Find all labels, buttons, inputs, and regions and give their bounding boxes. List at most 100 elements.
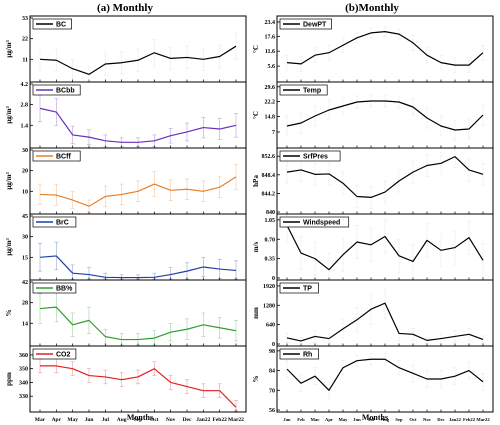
left-bbpct-ytick-label: 28 bbox=[22, 301, 28, 307]
right-srfpres-legend-label: SrfPres bbox=[303, 154, 328, 161]
right-tp-ytick-label: 640 bbox=[266, 323, 275, 329]
left-bc-series-line bbox=[39, 45, 237, 75]
right-dewpt-ylabel: °C bbox=[252, 45, 260, 53]
right-windspeed-ytick-label: 1.05 bbox=[265, 218, 276, 224]
right-temp-subplot: 7 14.8 22.2 29.6 °C Temp bbox=[252, 81, 494, 149]
right-tp-legend-label: TP bbox=[303, 286, 312, 293]
right-srfpres-ytick-label: 852.6 bbox=[262, 154, 276, 160]
left-bcbb-ylabel: μg/m³ bbox=[5, 106, 13, 123]
left-brc-ytick-label: 30 bbox=[22, 235, 28, 241]
left-co2-legend-box bbox=[32, 348, 77, 360]
left-x-axis-label: Months bbox=[127, 413, 153, 422]
right-dewpt-ytick-label: 5.6 bbox=[268, 64, 276, 70]
right-tp-ytick-label: 1920 bbox=[263, 284, 275, 290]
right-windspeed-legend-label: Windspeed bbox=[303, 220, 340, 227]
left-bcbb-ytick-label: 4.2 bbox=[21, 82, 29, 88]
left-bcff-subplot: 10 20 30 μg/m³ BCff bbox=[5, 147, 247, 215]
left-brc-errorbar bbox=[168, 267, 173, 280]
right-srfpres-legend-box bbox=[279, 150, 341, 162]
right-xtick-label: Feb bbox=[297, 417, 305, 422]
right-xtick-label: Mar22 bbox=[476, 417, 490, 422]
right-srfpres-ytick-label: 844.2 bbox=[262, 191, 276, 197]
left-xtick-label: Sep bbox=[134, 417, 143, 423]
right-dewpt-ytick-label: 23.4 bbox=[265, 20, 276, 26]
right-rh-ytick-label: 84 bbox=[269, 369, 275, 375]
right-tp-series-line bbox=[286, 302, 484, 342]
right-dewpt-subplot: 5.6 11.6 17.6 23.4 °C DewPT bbox=[252, 15, 494, 83]
right-xtick-label: Jan bbox=[283, 417, 291, 422]
left-xtick-label: Jun bbox=[85, 417, 94, 423]
left-xtick-label: Jan22 bbox=[196, 417, 210, 423]
left-brc-errorbar bbox=[119, 274, 124, 280]
right-rh-ytick-label: 70 bbox=[269, 388, 275, 394]
left-panel-title: (a) Monthly bbox=[97, 2, 153, 14]
left-brc-errorbar bbox=[87, 267, 91, 280]
right-tp-ytick-label: 0 bbox=[272, 342, 275, 348]
right-xtick-label: Jul bbox=[368, 417, 375, 422]
right-dewpt-series-line bbox=[286, 31, 484, 66]
right-temp-legend-box bbox=[279, 84, 328, 96]
left-brc-series-line bbox=[39, 255, 237, 279]
right-dewpt-legend-box bbox=[279, 18, 332, 30]
right-windspeed-ylabel: m/s bbox=[252, 241, 260, 252]
left-bc-ytick-label: 33 bbox=[22, 16, 28, 22]
left-xtick-label: Mar22 bbox=[228, 417, 244, 423]
left-co2-ylabel: ppm bbox=[5, 372, 13, 386]
right-windspeed-legend-box bbox=[279, 216, 350, 228]
left-bcbb-legend-box bbox=[32, 84, 81, 96]
left-bbpct-ylabel: % bbox=[5, 310, 13, 317]
right-panel-title: (b)Monthly bbox=[345, 2, 399, 14]
left-bcff-ytick-label: 20 bbox=[22, 169, 28, 175]
left-bcbb-ytick-label: 2.8 bbox=[21, 103, 29, 109]
right-srfpres-ylabel: hPa bbox=[252, 175, 260, 187]
right-rh-ylabel: % bbox=[252, 376, 260, 383]
right-rh-series-line bbox=[286, 358, 484, 391]
left-bcff-ytick-label: 10 bbox=[22, 189, 28, 195]
left-bcff-legend-box bbox=[32, 150, 81, 162]
left-co2-ytick-label: 330 bbox=[19, 394, 28, 400]
right-srfpres-series-line bbox=[286, 156, 484, 198]
right-xtick-label: Feb22 bbox=[463, 417, 476, 422]
left-bc-errorbar bbox=[234, 32, 238, 60]
left-bc-ylabel: μg/m³ bbox=[5, 40, 13, 57]
right-dewpt-ytick-label: 17.6 bbox=[265, 34, 276, 40]
left-bbpct-legend-label: BB% bbox=[56, 286, 73, 293]
left-co2-subplot: 330 340 350 360 ppm CO2 bbox=[5, 345, 247, 413]
right-rh-ytick-label: 98 bbox=[269, 349, 275, 355]
right-xtick-label: Jan22 bbox=[449, 417, 461, 422]
right-xtick-label: Apr bbox=[325, 417, 333, 422]
left-xtick-label: Mar bbox=[35, 417, 46, 423]
right-windspeed-ytick-label: 0 bbox=[272, 276, 275, 282]
left-bc-ytick-label: 11 bbox=[22, 57, 28, 63]
right-x-axis-label: Months bbox=[362, 413, 388, 422]
right-tp-ylabel: mm bbox=[252, 307, 260, 319]
left-bcff-legend-label: BCff bbox=[56, 154, 71, 161]
right-temp-ytick-label: 14.8 bbox=[265, 114, 276, 120]
left-bcff-ytick-label: 30 bbox=[22, 148, 28, 154]
right-dewpt-legend-label: DewPT bbox=[303, 22, 327, 29]
left-xtick-label: Feb22 bbox=[212, 417, 227, 423]
right-windspeed-series-line bbox=[286, 225, 484, 271]
left-bcff-series-line bbox=[39, 176, 237, 207]
right-srfpres-ytick-label: 848.4 bbox=[262, 173, 276, 179]
left-brc-legend-label: BrC bbox=[56, 220, 69, 227]
left-brc-errorbar bbox=[103, 272, 108, 280]
left-bcbb-ytick-label: 1.4 bbox=[21, 123, 29, 129]
right-windspeed-ytick-label: 0.35 bbox=[265, 257, 276, 263]
right-rh-ytick-label: 56 bbox=[269, 408, 275, 414]
right-srfpres-ytick-label: 840 bbox=[266, 210, 275, 216]
right-dewpt-ytick-label: 11.6 bbox=[265, 49, 275, 55]
right-windspeed-ytick-label: 0.70 bbox=[265, 237, 276, 243]
left-bbpct-series-line bbox=[39, 306, 237, 341]
right-temp-series-line bbox=[286, 100, 484, 131]
left-brc-subplot: 15 30 45 μg/m³ BrC bbox=[5, 213, 247, 281]
right-temp-ytick-label: 22.2 bbox=[265, 100, 276, 106]
right-xtick-label: Sep bbox=[395, 417, 403, 422]
right-xtick-label: Aug bbox=[381, 417, 390, 422]
left-brc-ylabel: μg/m³ bbox=[5, 238, 13, 255]
left-bbpct-ytick-label: 14 bbox=[22, 321, 28, 327]
left-bbpct-subplot: 14 28 42% BB% bbox=[5, 279, 247, 347]
left-xtick-label: Aug bbox=[117, 417, 127, 423]
right-rh-legend-label: Rh bbox=[303, 352, 312, 359]
